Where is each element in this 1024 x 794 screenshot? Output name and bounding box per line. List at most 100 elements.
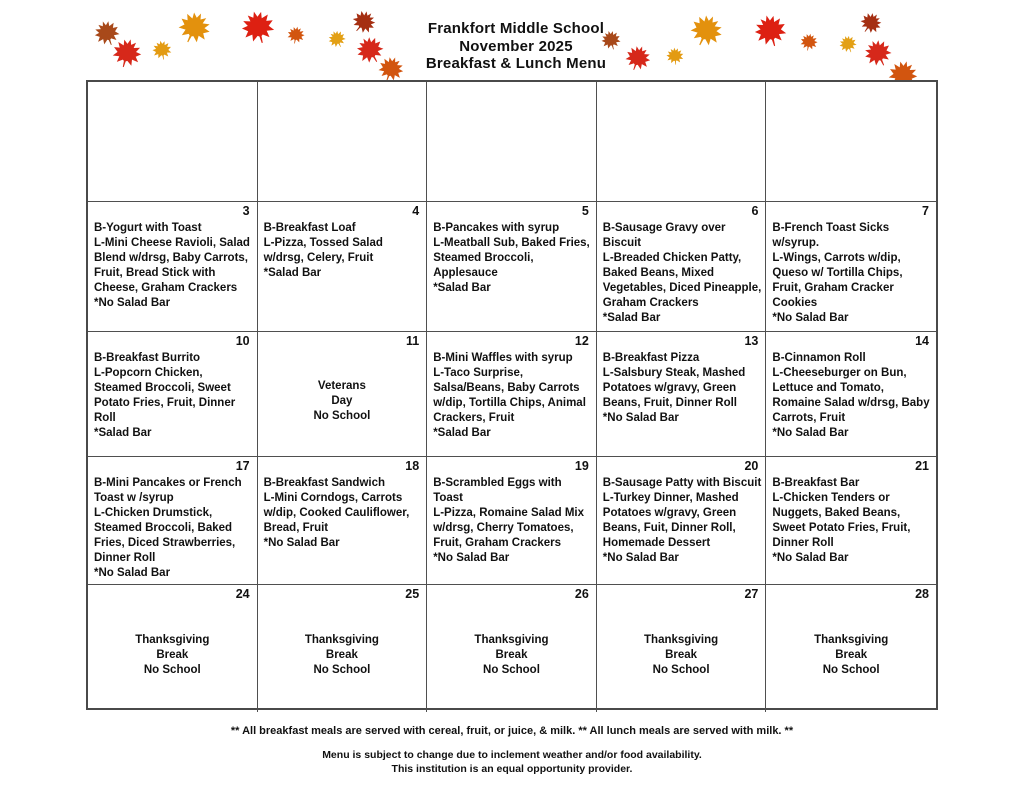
day-number: 17 [235, 459, 250, 473]
calendar-cell-3: 3 B-Yogurt with Toast L-Mini Cheese Raviol… [88, 202, 258, 332]
menu-line: L-Mini Corndogs, Carrots w/dip, Cooked C… [263, 492, 410, 534]
menu-line: Thanksgiving [814, 634, 889, 646]
menu-line: L-Popcorn Chicken, Steamed Broccoli, Swe… [94, 367, 236, 424]
menu-line: Break [495, 649, 528, 661]
menu-line: B-Pancakes with syrup [433, 222, 560, 234]
day-number: 20 [744, 459, 759, 473]
menu-line: No School [822, 664, 880, 676]
menu-text: B-Cinnamon Roll L-Cheeseburger on Bun, Le… [766, 332, 936, 443]
menu-line: Break [325, 649, 358, 661]
menu-text: B-Sausage Patty with Biscuit L-Turkey Din… [597, 457, 766, 568]
no-school-notice: Thanksgiving Break No School [597, 599, 766, 712]
menu-line: B-Mini Pancakes or French Toast w /syrup [94, 477, 242, 504]
calendar-cell-empty [88, 82, 258, 202]
calendar-cell-26: 26 Thanksgiving Break No School [427, 585, 597, 712]
menu-line: B-Sausage Patty with Biscuit [602, 477, 762, 489]
calendar-cell-14: 14 B-Cinnamon Roll L-Cheeseburger on Bun, … [766, 332, 936, 457]
menu-line: No School [652, 664, 710, 676]
calendar-cell-25: 25 Thanksgiving Break No School [258, 585, 428, 712]
menu-line: L-Chicken Tenders or Nuggets, Baked Bean… [772, 492, 911, 549]
menu-line: B-Cinnamon Roll [772, 352, 866, 364]
day-number: 27 [744, 587, 759, 601]
menu-line: Veterans [317, 379, 366, 392]
day-number: 4 [412, 204, 420, 218]
equal-opportunity-note: This institution is an equal opportunity… [391, 762, 633, 775]
calendar-cell-5: 5 B-Pancakes with syrup L-Meatball Sub, Ba… [427, 202, 597, 332]
menu-line: No School [483, 664, 540, 676]
menu-line: *Salad Bar [263, 267, 322, 279]
calendar-cell-empty [766, 82, 936, 202]
maple-leaf-icon [859, 34, 896, 71]
menu-line: *No Salad Bar [263, 537, 340, 549]
menu-line: *Salad Bar [433, 282, 491, 294]
no-school-notice: Thanksgiving Break No School [427, 599, 596, 712]
menu-line: Thanksgiving [474, 634, 549, 646]
menu-text: B-Yogurt with Toast L-Mini Cheese Ravioli… [88, 202, 257, 313]
maple-leaf-icon [109, 35, 146, 72]
menu-line: L-Cheeseburger on Bun, Lettuce and Tomat… [772, 367, 930, 424]
calendar-cell-empty [427, 82, 597, 202]
menu-text: B-Sausage Gravy over Biscuit L-Breaded Ch… [597, 202, 766, 328]
maple-leaf-icon [286, 25, 307, 46]
calendar-cell-19: 19 B-Scrambled Eggs with Toast L-Pizza, Ro… [427, 457, 597, 585]
maple-leaf-icon [799, 32, 820, 53]
menu-line: *No Salad Bar [602, 552, 679, 564]
menu-text: B-Mini Waffles with syrup L-Taco Surprise… [427, 332, 596, 443]
menu-line: No School [313, 664, 371, 676]
no-school-notice: Veterans Day No School [258, 346, 427, 456]
menu-line: L-Taco Surprise, Salsa/Beans, Baby Carro… [433, 367, 586, 424]
menu-line: Thanksgiving [135, 634, 210, 646]
menu-line: B-Scrambled Eggs with Toast [433, 477, 562, 504]
calendar-cell-10: 10 B-Breakfast Burrito L-Popcorn Chicken, … [88, 332, 258, 457]
menu-text: B-Breakfast Sandwich L-Mini Corndogs, Car… [258, 457, 427, 553]
calendar-cell-24: 24 Thanksgiving Break No School [88, 585, 258, 712]
menu-line: L-Chicken Drumstick, Steamed Broccoli, B… [94, 507, 236, 564]
maple-leaf-icon [836, 32, 859, 55]
day-number: 28 [915, 587, 929, 601]
menu-line: *No Salad Bar [433, 552, 510, 564]
calendar-cell-28: 28 Thanksgiving Break No School [766, 585, 936, 712]
calendar-cell-6: 6 B-Sausage Gravy over Biscuit L-Breaded C… [596, 202, 767, 332]
menu-line: Break [665, 649, 698, 661]
day-number: 10 [235, 334, 250, 348]
menu-text: B-Breakfast Bar L-Chicken Tenders or Nugg… [766, 457, 936, 568]
calendar-cell-27: 27 Thanksgiving Break No School [597, 585, 767, 712]
day-number: 26 [574, 587, 589, 601]
calendar-cell-20: 20 B-Sausage Patty with Biscuit L-Turkey D… [596, 457, 767, 585]
day-number: 6 [751, 204, 759, 218]
menu-text: B-Scrambled Eggs with Toast L-Pizza, Roma… [427, 457, 596, 568]
day-number: 14 [915, 334, 929, 348]
menu-line: B-Breakfast Burrito [94, 352, 201, 364]
calendar-cell-7: 7 B-French Toast Sicks w/syrup. L-Wings, C… [766, 202, 936, 332]
day-number: 24 [235, 587, 250, 601]
day-number: 18 [405, 459, 420, 473]
calendar-cell-empty [596, 82, 767, 202]
menu-line: Break [835, 649, 868, 661]
menu-text [766, 82, 936, 103]
menu-line: Day [331, 394, 353, 407]
calendar-cell-13: 13 B-Breakfast Pizza L-Salsbury Steak, Mas… [596, 332, 767, 457]
menu-text [258, 82, 427, 103]
maple-leaf-icon [150, 38, 173, 61]
menu-text: B-Breakfast Loaf L-Pizza, Tossed Salad w/… [258, 202, 427, 283]
menu-line: B-French Toast Sicks w/syrup. [772, 222, 890, 249]
calendar-cell-empty [257, 82, 428, 202]
menu-text [427, 82, 596, 103]
menu-line: L-Wings, Carrots w/dip, Queso w/ Tortill… [772, 252, 903, 309]
menu-text: B-Pancakes with syrup L-Meatball Sub, Bak… [427, 202, 596, 298]
page-title: Frankfort Middle School November 2025 Br… [316, 20, 716, 73]
menu-line: B-Sausage Gravy over Biscuit [602, 222, 726, 249]
menu-line: *No Salad Bar [772, 427, 849, 439]
menu-line: *Salad Bar [602, 312, 661, 324]
menu-line: *No Salad Bar [94, 297, 171, 309]
maple-leaf-icon [856, 8, 887, 39]
menu-line: B-Mini Waffles with syrup [433, 352, 573, 364]
menu-text [88, 82, 257, 103]
menu-line: *No Salad Bar [772, 312, 849, 324]
menu-text: B-French Toast Sicks w/syrup. L-Wings, Ca… [766, 202, 936, 328]
maple-leaf-icon [750, 10, 790, 50]
menu-change-note: Menu is subject to change due to incleme… [322, 749, 702, 761]
menu-text: B-Mini Pancakes or French Toast w /syrup… [88, 457, 257, 583]
maple-leaf-icon [237, 6, 279, 48]
